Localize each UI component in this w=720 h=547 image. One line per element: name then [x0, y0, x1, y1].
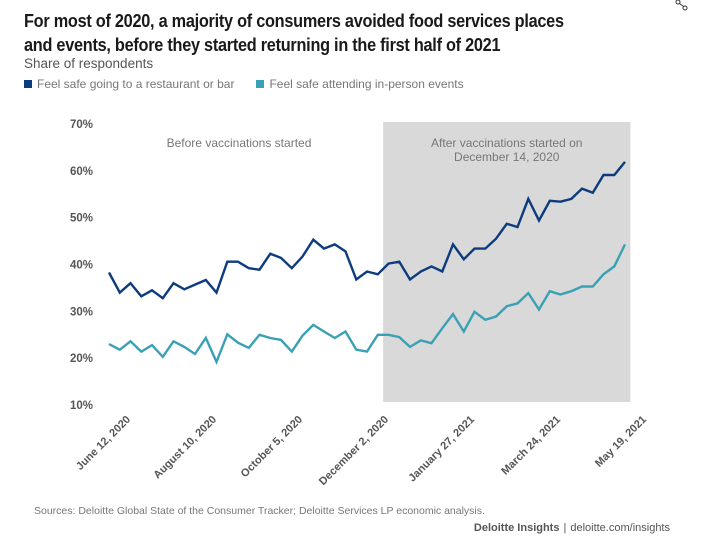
legend: Feel safe going to a restaurant or bar F… [24, 77, 464, 91]
y-tick-label: 70% [70, 119, 93, 131]
y-axis: 10% 20% 30% 40% 50% 60% 70% [70, 119, 93, 412]
after-vaccination-region [383, 122, 631, 402]
chart-title: For most of 2020, a majority of consumer… [24, 10, 564, 55]
brand-url[interactable]: deloitte.com/insights [570, 522, 670, 534]
x-tick-label: May 19, 2021 [593, 414, 649, 470]
series-lines [107, 161, 627, 366]
y-tick-label: 40% [70, 260, 93, 272]
x-tick-label: October 5, 2020 [239, 414, 305, 480]
y-tick-label: 10% [70, 400, 93, 412]
after-vaccination-annotation-line-2: December 14, 2020 [454, 150, 560, 164]
legend-item-events: Feel safe attending in-person events [256, 77, 464, 91]
share-icon[interactable] [672, 0, 694, 12]
y-tick-label: 30% [70, 306, 93, 318]
after-vaccination-annotation-line-1: After vaccinations started on [431, 136, 582, 150]
x-tick-label: August 10, 2020 [151, 414, 219, 482]
x-tick-label: December 2, 2020 [317, 414, 391, 488]
brand-name: Deloitte Insights [473, 522, 560, 534]
x-tick-label: January 27, 2021 [406, 414, 477, 485]
chart-subtitle: Share of respondents [24, 56, 154, 71]
y-tick-label: 60% [70, 166, 93, 178]
legend-label-events: Feel safe attending in-person events [269, 77, 464, 91]
before-vaccination-annotation: Before vaccinations started [167, 136, 312, 150]
brand-separator: | [563, 522, 567, 534]
x-tick-label: March 24, 2021 [499, 414, 563, 478]
x-axis: June 12, 2020 August 10, 2020 October 5, 2… [74, 414, 649, 488]
y-tick-label: 20% [70, 353, 93, 365]
line-chart: Before vaccinations started After vaccin… [70, 119, 649, 488]
legend-swatch-restaurant [24, 80, 32, 88]
legend-item-restaurant: Feel safe going to a restaurant or bar [24, 77, 234, 91]
y-tick-label: 50% [70, 213, 93, 225]
x-tick-label: June 12, 2020 [74, 414, 133, 473]
legend-label-restaurant: Feel safe going to a restaurant or bar [37, 77, 235, 91]
series-line-restaurant [107, 161, 626, 300]
series-line-events [108, 243, 627, 366]
source-note: Sources: Deloitte Global State of the Co… [34, 505, 485, 517]
legend-swatch-events [256, 80, 265, 88]
brand-credit: Deloitte Insights | deloitte.com/insights [474, 522, 670, 534]
